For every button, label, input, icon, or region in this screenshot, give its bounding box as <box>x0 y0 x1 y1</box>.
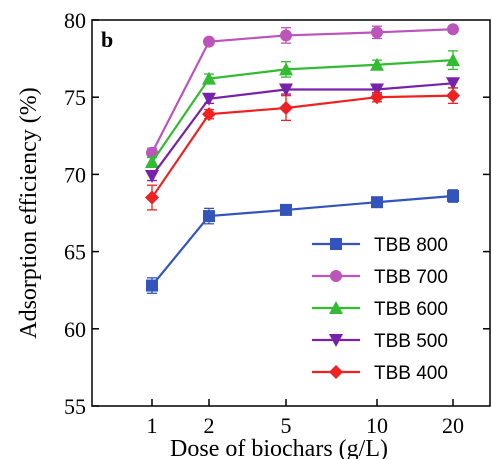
data-point <box>202 92 216 106</box>
legend-swatch-marker <box>329 365 343 379</box>
legend-label: TBB 700 <box>374 267 448 288</box>
x-axis-title: Dose of biochars (g/L) <box>170 436 388 459</box>
legend-label: TBB 600 <box>374 299 448 320</box>
data-point <box>279 62 293 76</box>
data-point <box>145 155 159 169</box>
x-tick-label: 5 <box>281 413 292 438</box>
data-point <box>280 203 292 216</box>
data-point <box>279 101 293 116</box>
data-point <box>446 77 460 91</box>
plot-frame <box>91 19 491 407</box>
legend-label: TBB 500 <box>374 331 448 352</box>
x-tick-label: 10 <box>366 413 388 438</box>
series-tbb-500 <box>145 77 460 183</box>
y-tick-label: 55 <box>64 394 86 419</box>
legend-item: TBB 500 <box>312 331 448 352</box>
legend-label: TBB 400 <box>374 363 448 384</box>
data-point <box>146 279 158 292</box>
data-point <box>371 196 383 209</box>
data-point <box>447 190 459 203</box>
data-point <box>145 169 159 183</box>
y-tick-label: 75 <box>64 85 86 110</box>
data-point <box>370 57 384 71</box>
data-point <box>370 90 384 105</box>
panel-label: b <box>101 27 113 52</box>
legend-swatch-marker <box>330 238 342 250</box>
data-point <box>280 29 292 42</box>
data-point <box>203 210 215 223</box>
series-tbb-400 <box>145 87 460 211</box>
legend-swatch-marker <box>329 334 343 347</box>
data-point <box>202 71 216 85</box>
series-tbb-600 <box>145 50 460 169</box>
y-tick-label: 60 <box>64 317 86 342</box>
legend-item: TBB 600 <box>312 299 448 320</box>
series-line <box>151 59 454 163</box>
data-point <box>145 190 159 205</box>
data-point <box>203 35 215 48</box>
legend-swatch-marker <box>329 301 343 314</box>
series-tbb-700 <box>146 23 459 159</box>
legend-label: TBB 800 <box>374 235 448 256</box>
legend-item: TBB 700 <box>312 267 448 288</box>
y-tick-label: 70 <box>64 162 86 187</box>
data-point <box>370 83 384 97</box>
data-point <box>279 83 293 97</box>
series-line <box>151 94 454 199</box>
legend: TBB 800 TBB 700 TBB 600 TBB 500 TBB 400 <box>312 235 448 384</box>
y-tick-label: 80 <box>64 8 86 33</box>
data-point <box>371 26 383 39</box>
x-tick-label: 2 <box>204 413 215 438</box>
data-point <box>446 53 460 67</box>
x-tick-label: 20 <box>442 413 464 438</box>
data-point <box>447 23 459 36</box>
legend-swatch-marker <box>330 270 342 282</box>
legend-item: TBB 400 <box>312 363 448 384</box>
y-axis-title: Adsorption efficiency (%) <box>16 87 42 338</box>
legend-item: TBB 800 <box>312 235 448 256</box>
data-point <box>202 107 216 122</box>
data-point <box>446 88 460 103</box>
series-line <box>151 28 454 154</box>
x-tick-label: 1 <box>147 413 158 438</box>
series-tbb-800 <box>146 189 459 294</box>
y-tick-label: 65 <box>64 240 86 265</box>
